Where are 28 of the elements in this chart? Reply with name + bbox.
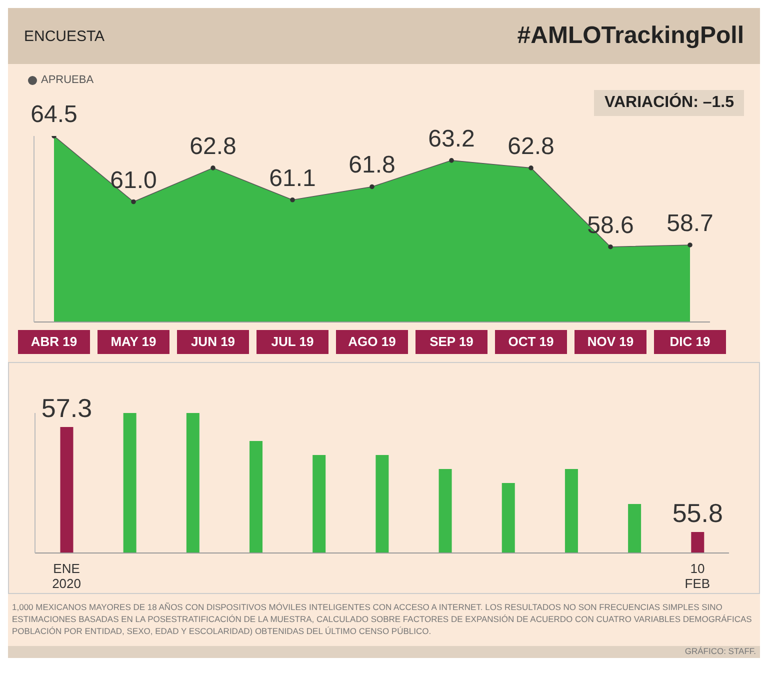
x-tick-label: JUN 19	[190, 334, 236, 349]
data-label: 57.3	[41, 393, 92, 423]
text: 1,000 MEXICANOS MAYORES DE 18 AÑOS CON DISPOSITIVOS MÓVILES INTELIGENTES CON ACCESO A INTERNET. LOS RESULTADOS NO SON FRECUENCIAS SIMPLES SINO ESTIMACIONES BASADAS EN LA POSESTRATIFICACIÓN DE LA MUESTRA, CALCULADO SOBRE FACTORES DE EXPANSIÓN DE ACUERDO CON CUATRO VARIABLES DEMOGRÁFICAS POBLACIÓN POR ENTIDAD, SEXO, EDAD Y ESCOLARIDAD) OBTENIDAS DEL ÚLTIMO CENSO PÚBLICO.	[11, 602, 753, 638]
data-label: 61.1	[269, 164, 316, 192]
chart-subtitle: ENCUESTA	[24, 28, 105, 44]
x-tick-label: DIC 19	[670, 334, 710, 349]
data-label: 63.2	[428, 125, 475, 152]
x-tick-label: OCT 19	[508, 334, 554, 349]
x-tick-label: ENE 2020	[52, 561, 82, 591]
data-label: 58.6	[587, 212, 634, 239]
x-tick-label: NOV 19	[587, 334, 634, 349]
x-tick-label: ABR 19	[30, 334, 78, 349]
data-label: 61.8	[348, 152, 396, 179]
text: VARIACIÓN: –1.5	[594, 90, 744, 116]
x-tick-label: 10 FEB	[684, 561, 710, 591]
data-label: 58.7	[666, 210, 714, 237]
legend-label: APRUEBA	[41, 74, 94, 86]
x-tick-label: SEP 19	[430, 334, 474, 349]
data-label: 64.5	[30, 101, 78, 128]
data-label: 61.0	[110, 166, 157, 194]
text: GRÁFICO: STAFF.	[8, 646, 760, 658]
x-tick-label: JUL 19	[271, 334, 314, 349]
x-tick-label: AGO 19	[348, 334, 396, 349]
chart-title: #AMLOTrackingPoll	[517, 22, 744, 50]
data-label: 55.8	[672, 498, 723, 528]
data-label: 62.8	[508, 132, 554, 160]
x-tick-label: MAY 19	[110, 334, 156, 349]
data-label: 62.8	[190, 132, 236, 160]
